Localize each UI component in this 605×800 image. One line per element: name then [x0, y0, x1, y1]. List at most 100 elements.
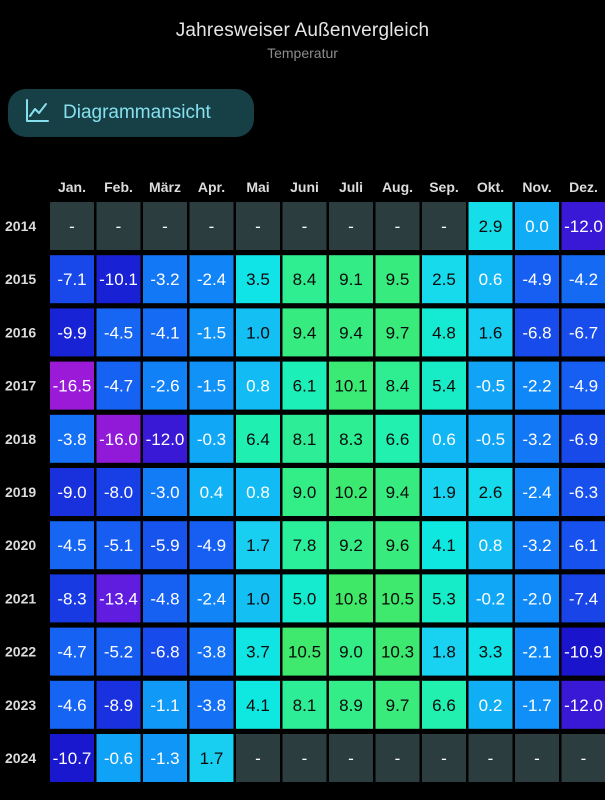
heatmap-cell	[515, 414, 559, 463]
heatmap-cell	[468, 734, 513, 782]
heatmap-cell	[375, 680, 420, 729]
year-label: 2018	[5, 431, 36, 447]
cell-value-label: 8.9	[339, 696, 363, 715]
year-label: 2017	[5, 378, 36, 394]
cell-value-label: 2.5	[432, 270, 456, 289]
cell-value-label: 6.1	[293, 377, 317, 396]
heatmap-cell	[282, 627, 327, 676]
cell-value-label: -6.1	[569, 536, 598, 555]
heatmap-cell	[50, 202, 94, 250]
heatmap-cell	[561, 255, 605, 304]
cell-value-label: -3.2	[150, 270, 179, 289]
cell-value-label: -0.5	[476, 430, 505, 449]
year-label: 2019	[5, 484, 36, 500]
cell-value-label: 1.7	[200, 749, 224, 768]
cell-value-label: 4.1	[432, 536, 456, 555]
heatmap-cell	[143, 574, 187, 623]
cell-value-label: 5.0	[293, 589, 317, 608]
heatmap-cell	[143, 255, 187, 304]
cell-value-label: 3.5	[246, 270, 270, 289]
heatmap-cell	[50, 734, 94, 782]
year-label: 2020	[5, 537, 36, 553]
cell-value-label: -	[162, 217, 168, 236]
heatmap-cell	[236, 308, 280, 357]
heatmap-cell	[236, 521, 280, 570]
cell-value-label: 10.8	[334, 589, 367, 608]
cell-value-label: 2.9	[479, 217, 503, 236]
heatmap-cell	[468, 680, 513, 729]
heatmap-cell	[468, 255, 513, 304]
year-label: 2022	[5, 644, 36, 660]
cell-value-label: -	[116, 217, 122, 236]
heatmap-cell	[422, 627, 466, 676]
cell-value-label: -6.8	[522, 323, 551, 342]
heatmap-cell	[329, 308, 373, 357]
month-label: März	[149, 179, 181, 195]
cell-value-label: -	[441, 217, 447, 236]
cell-value-label: 0.8	[246, 483, 270, 502]
cell-value-label: -12.0	[146, 430, 185, 449]
cell-value-label: 0.6	[432, 430, 456, 449]
heatmap-cell	[329, 574, 373, 623]
cell-value-label: -3.8	[57, 430, 86, 449]
heatmap-cell	[515, 521, 559, 570]
heatmap-cell	[422, 255, 466, 304]
diagram-view-button[interactable]: Diagrammansicht	[8, 89, 254, 137]
heatmap-cell	[50, 468, 94, 516]
heatmap-cell	[282, 680, 327, 729]
heatmap-cell	[282, 734, 327, 782]
heatmap-cell	[468, 308, 513, 357]
heatmap-cell	[236, 414, 280, 463]
cell-value-label: 1.7	[246, 536, 270, 555]
heatmap-cell	[468, 361, 513, 410]
cell-value-label: -12.0	[564, 696, 603, 715]
heatmap-cell	[422, 414, 466, 463]
heatmap-cell	[561, 468, 605, 516]
cell-value-label: -3.0	[150, 483, 179, 502]
cell-value-label: -16.0	[99, 430, 138, 449]
cell-value-label: -4.2	[569, 270, 598, 289]
heatmap-cell	[561, 627, 605, 676]
heatmap-cell	[96, 414, 141, 463]
cell-value-label: -3.8	[197, 643, 226, 662]
heatmap-cell	[329, 255, 373, 304]
cell-value-label: -6.7	[569, 323, 598, 342]
heatmap-cell	[561, 202, 605, 250]
cell-value-label: -7.4	[569, 589, 598, 608]
heatmap-cell	[50, 680, 94, 729]
cell-value-label: -	[69, 217, 75, 236]
cell-value-label: 0.8	[479, 536, 503, 555]
cell-value-label: 9.7	[386, 696, 410, 715]
cell-value-label: -2.4	[197, 270, 226, 289]
cell-value-label: -4.5	[57, 536, 86, 555]
cell-value-label: 1.0	[246, 589, 270, 608]
cell-value-label: 8.1	[293, 696, 317, 715]
cell-value-label: -2.0	[522, 589, 551, 608]
cell-value-label: -	[488, 749, 494, 768]
heatmap-cell	[50, 361, 94, 410]
heatmap-cell	[329, 627, 373, 676]
cell-value-label: 8.4	[386, 377, 410, 396]
heatmap-cell	[515, 202, 559, 250]
cell-value-label: -4.1	[150, 323, 179, 342]
cell-value-label: -16.5	[53, 377, 92, 396]
cell-value-label: -0.5	[476, 377, 505, 396]
heatmap-cell	[375, 521, 420, 570]
cell-value-label: -3.2	[522, 430, 551, 449]
cell-value-label: -1.5	[197, 323, 226, 342]
cell-value-label: -12.0	[564, 217, 603, 236]
cell-value-label: -4.5	[104, 323, 133, 342]
heatmap-cell	[375, 202, 420, 250]
cell-value-label: -0.6	[104, 749, 133, 768]
heatmap-cell	[422, 734, 466, 782]
cell-value-label: 5.3	[432, 589, 456, 608]
heatmap-cell	[561, 680, 605, 729]
heatmap-cell	[422, 521, 466, 570]
heatmap-cell	[468, 627, 513, 676]
cell-value-label: -	[395, 217, 401, 236]
year-label: 2023	[5, 697, 36, 713]
cell-value-label: 5.4	[432, 377, 456, 396]
cell-value-label: -6.8	[150, 643, 179, 662]
heatmap-cell	[375, 627, 420, 676]
heatmap-cell	[561, 734, 605, 782]
